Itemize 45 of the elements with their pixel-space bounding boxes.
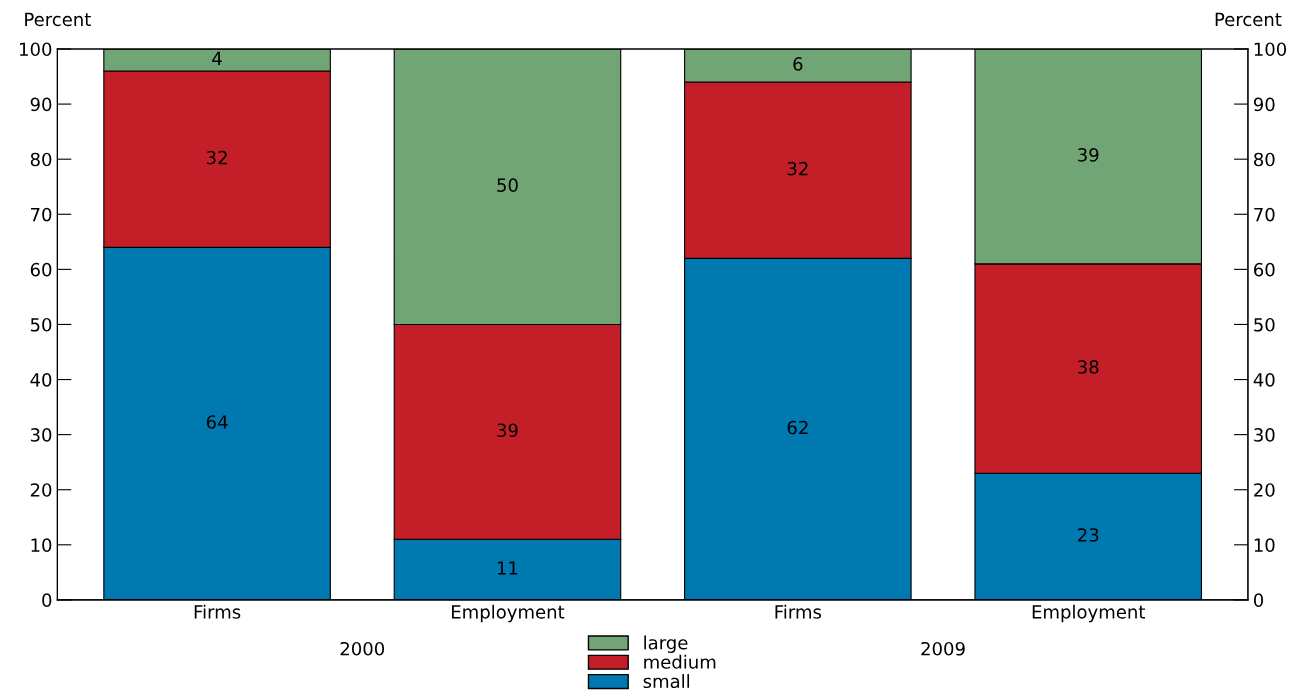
data-label: 23 <box>1078 528 1099 542</box>
data-label: 39 <box>497 423 518 438</box>
data-label: 6 <box>793 57 803 71</box>
y2-tick-label: 20 <box>1254 483 1275 497</box>
x-tick-label: Firms <box>194 604 241 619</box>
y-axis-title: Percent <box>25 12 91 27</box>
y-tick-label: 70 <box>31 207 52 222</box>
y-tick-label: 100 <box>20 42 52 57</box>
y2-tick-label: 70 <box>1254 207 1275 222</box>
data-label: 32 <box>206 150 227 165</box>
y2-tick-label: 10 <box>1254 538 1275 552</box>
y-tick-label: 40 <box>30 373 52 387</box>
y-tick-label: 50 <box>30 317 52 332</box>
legend-label: large <box>644 635 688 653</box>
legend-label: small <box>643 674 690 689</box>
data-label: 4 <box>212 51 222 65</box>
y-tick-label: 0 <box>42 593 52 608</box>
data-label: 62 <box>787 420 808 435</box>
x-tick-label: Employment <box>452 604 565 623</box>
y-tick-label: 30 <box>30 428 52 442</box>
data-label: 11 <box>497 561 518 575</box>
y-tick-label: 60 <box>30 262 52 277</box>
y2-tick-label: 100 <box>1254 42 1287 57</box>
data-label: 38 <box>1078 360 1099 374</box>
y2-tick-label: 60 <box>1254 262 1275 277</box>
x-tick-label: Employment <box>1032 604 1145 623</box>
y-tick-label: 20 <box>30 483 52 497</box>
y2-tick-label: 0 <box>1253 593 1264 608</box>
data-label: 39 <box>1078 148 1099 162</box>
text: 2000 <box>340 641 385 656</box>
data-label: 50 <box>497 178 518 192</box>
legend-label: medium <box>644 654 716 669</box>
y2-axis-title: Percent <box>1215 12 1282 27</box>
data-label: 64 <box>206 415 228 429</box>
x-tick-label: Firms <box>775 604 822 619</box>
y-tick-label: 10 <box>31 538 52 552</box>
data-label: 32 <box>787 161 808 176</box>
y2-tick-label: 80 <box>1254 152 1275 167</box>
y2-tick-label: 30 <box>1254 428 1275 442</box>
y2-tick-label: 90 <box>1253 97 1275 112</box>
y-tick-label: 90 <box>30 97 52 112</box>
y-tick-label: 80 <box>30 152 52 167</box>
y2-tick-label: 50 <box>1254 317 1275 332</box>
y2-tick-label: 40 <box>1253 373 1275 387</box>
text: 2009 <box>921 641 965 656</box>
